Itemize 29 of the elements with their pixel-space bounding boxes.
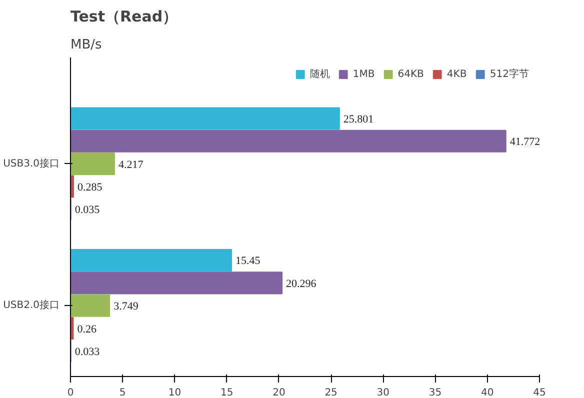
legend-label: 随机 [310, 68, 330, 81]
x-tick-label: 20 [272, 388, 286, 398]
y-tick-label: USB3.0接口 [3, 157, 60, 170]
chart-title: Test（Read） [70, 8, 178, 26]
x-tick-label: 5 [119, 388, 126, 398]
x-tick-label: 10 [168, 388, 182, 398]
data-label: 15.45 [236, 255, 261, 268]
legend-label: 64KB [398, 68, 424, 80]
data-label: 0.035 [74, 204, 100, 216]
x-tick-label: 30 [376, 388, 390, 398]
data-label: 3.749 [114, 300, 139, 313]
data-label: 41.772 [510, 136, 540, 148]
chart-subtitle: MB/s [70, 38, 102, 52]
x-tick-label: 25 [324, 388, 338, 398]
data-label: 0.285 [77, 182, 103, 194]
data-label: 20.296 [286, 278, 317, 290]
data-label: 0.033 [74, 346, 100, 358]
data-label: 25.801 [343, 113, 374, 126]
legend-label: 512字节 [490, 68, 529, 81]
x-tick-label: 40 [481, 388, 494, 398]
y-tick-label: USB2.0接口 [3, 299, 60, 312]
x-tick-label: 45 [533, 388, 546, 398]
data-label: 4.217 [118, 158, 144, 171]
legend-label: 4KB [446, 68, 467, 80]
x-tick-label: 0 [67, 388, 74, 398]
legend-label: 1MB [352, 68, 375, 80]
x-tick-label: 15 [220, 388, 234, 398]
x-tick-label: 35 [428, 388, 442, 398]
data-label: 0.26 [77, 323, 97, 336]
